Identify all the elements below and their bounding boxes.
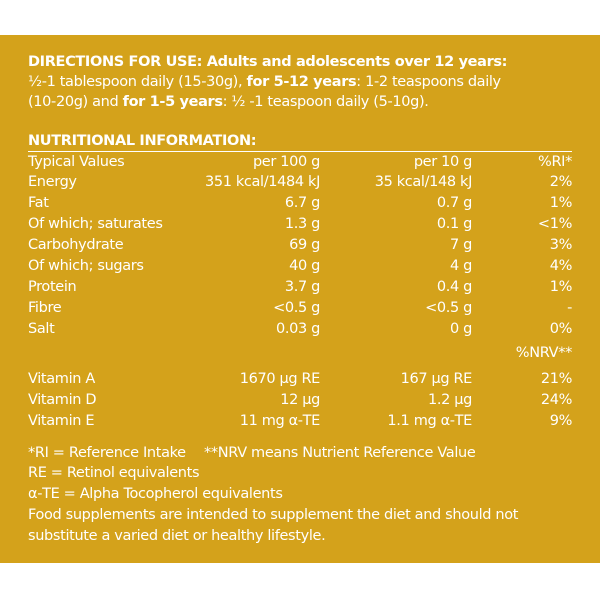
table-row: Of which; saturates 1.3 g 0.1 g <1% <box>0 214 600 234</box>
vitamin-name: Vitamin A <box>28 371 95 387</box>
nutrient-name: Fat <box>28 195 49 211</box>
nutrient-ri: - <box>567 300 572 316</box>
footnote-supplement-2: substitute a varied diet or healthy life… <box>28 528 326 544</box>
table-row: Vitamin D 12 µg 1.2 µg 24% <box>0 390 600 410</box>
nutrient-name: Of which; sugars <box>28 258 144 274</box>
nutrient-per-10g: 7 g <box>450 237 472 253</box>
vitamin-nrv: 21% <box>540 371 573 387</box>
nutrient-name: Fibre <box>28 300 62 316</box>
nutrition-heading-divider <box>28 151 572 152</box>
nutrient-per-100g: 0.03 g <box>276 321 320 337</box>
table-row: Carbohydrate 69 g 7 g 3% <box>0 235 600 255</box>
footnote-te: α-TE = Alpha Tocopherol equivalents <box>28 486 283 502</box>
nutrient-ri: 0% <box>549 321 573 337</box>
nrv-header-row: %NRV** <box>0 343 600 363</box>
directions-adult-dose: ½-1 tablespoon daily (15-30g), <box>28 74 247 90</box>
vitamin-per-100g: 1670 µg RE <box>239 371 321 387</box>
vitamin-per-10g: 1.2 µg <box>428 392 472 408</box>
nutrient-ri: 3% <box>549 237 573 253</box>
nutrition-heading: NUTRITIONAL INFORMATION: <box>28 133 257 149</box>
table-row: Energy 351 kcal/1484 kJ 35 kcal/148 kJ 2… <box>0 172 600 192</box>
vitamin-name: Vitamin D <box>28 392 97 408</box>
directions-age-1-5: for 1-5 years <box>122 94 223 110</box>
directions-toddler-dose: : ½ -1 teaspoon daily (5-10g). <box>222 94 429 110</box>
nutrient-ri: 2% <box>549 174 573 190</box>
vitamin-nrv: 9% <box>549 413 573 429</box>
vitamin-per-10g: 167 µg RE <box>400 371 473 387</box>
nutrient-per-100g: <0.5 g <box>273 300 320 316</box>
vitamin-per-100g: 12 µg <box>280 392 320 408</box>
nutrient-per-100g: 351 kcal/1484 kJ <box>204 174 320 190</box>
table-row: Salt 0.03 g 0 g 0% <box>0 319 600 339</box>
nutrient-per-10g: <0.5 g <box>425 300 472 316</box>
nutrient-per-100g: 3.7 g <box>284 279 320 295</box>
nutrient-per-100g: 1.3 g <box>284 216 320 232</box>
nutrient-per-10g: 0.4 g <box>436 279 472 295</box>
vitamin-name: Vitamin E <box>28 413 95 429</box>
table-row: Fibre <0.5 g <0.5 g - <box>0 298 600 318</box>
directions-child-dose: : 1-2 teaspoons daily <box>356 74 501 90</box>
nutrient-ri: <1% <box>537 216 572 232</box>
vitamin-nrv: 24% <box>540 392 573 408</box>
nutrient-per-100g: 6.7 g <box>284 195 320 211</box>
directions-heading: DIRECTIONS FOR USE: Adults and adolescen… <box>28 54 508 70</box>
nutrient-ri: 1% <box>549 195 573 211</box>
vitamin-per-10g: 1.1 mg α-TE <box>387 413 472 429</box>
label-panel: DIRECTIONS FOR USE: Adults and adolescen… <box>0 35 600 563</box>
footnote-nrv: **NRV means Nutrient Reference Value <box>204 445 476 461</box>
table-row: Vitamin E 11 mg α-TE 1.1 mg α-TE 9% <box>0 411 600 431</box>
footnote-ri: *RI = Reference Intake <box>28 445 186 461</box>
vitamin-per-100g: 11 mg α-TE <box>239 413 321 429</box>
nutrient-name: Protein <box>28 279 77 295</box>
directions-line-2: ½-1 tablespoon daily (15-30g), for 5-12 … <box>28 72 501 92</box>
footnote-re: RE = Retinol equivalents <box>28 465 200 481</box>
nutrient-per-10g: 4 g <box>450 258 472 274</box>
col-ri: %RI* <box>538 154 572 170</box>
nutrition-header-row: Typical Values per 100 g per 10 g %RI* <box>0 152 600 172</box>
nutrient-per-100g: 40 g <box>289 258 320 274</box>
directions-line-3: (10-20g) and for 1-5 years: ½ -1 teaspoo… <box>28 92 429 112</box>
table-row: Vitamin A 1670 µg RE 167 µg RE 21% <box>0 369 600 389</box>
directions-age-5-12: for 5-12 years <box>246 74 357 90</box>
col-typical-values: Typical Values <box>28 154 125 170</box>
nutrient-per-10g: 0.1 g <box>436 216 472 232</box>
col-per-100g: per 100 g <box>252 154 320 170</box>
col-nrv: %NRV** <box>515 345 573 361</box>
nutrient-per-100g: 69 g <box>289 237 320 253</box>
directions-child-dose-grams: (10-20g) and <box>28 94 123 110</box>
nutrient-per-10g: 0 g <box>450 321 472 337</box>
nutrient-name: Of which; saturates <box>28 216 163 232</box>
nutrient-per-10g: 35 kcal/148 kJ <box>374 174 473 190</box>
footnote-supplement-1: Food supplements are intended to supplem… <box>28 507 519 523</box>
nutrient-name: Carbohydrate <box>28 237 124 253</box>
nutrient-per-10g: 0.7 g <box>436 195 472 211</box>
table-row: Of which; sugars 40 g 4 g 4% <box>0 256 600 276</box>
nutrient-ri: 4% <box>549 258 573 274</box>
nutrient-ri: 1% <box>549 279 573 295</box>
col-per-10g: per 10 g <box>413 154 473 170</box>
nutrient-name: Salt <box>28 321 55 337</box>
nutrient-name: Energy <box>28 174 77 190</box>
table-row: Fat 6.7 g 0.7 g 1% <box>0 193 600 213</box>
table-row: Protein 3.7 g 0.4 g 1% <box>0 277 600 297</box>
